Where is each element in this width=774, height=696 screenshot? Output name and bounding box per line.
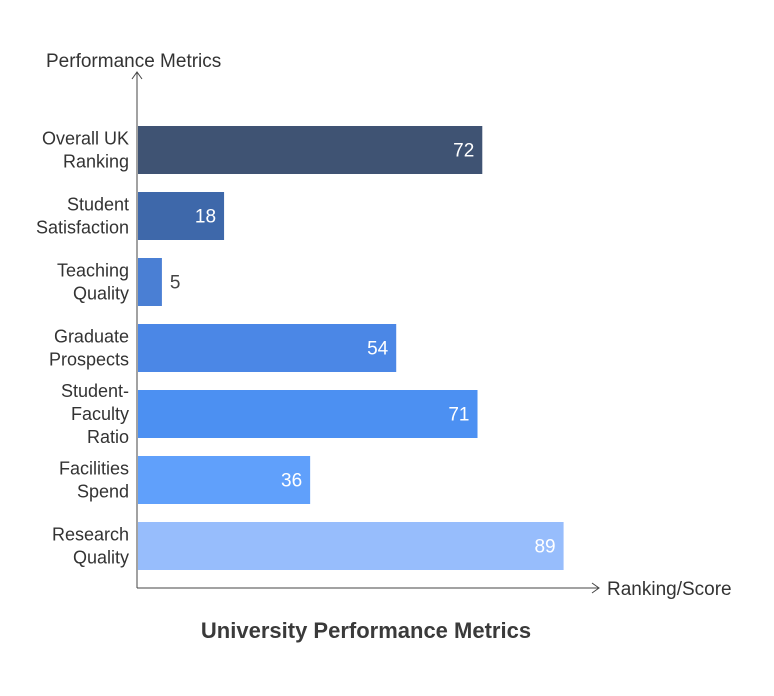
category-label: Facilities Spend — [59, 459, 129, 502]
category-label: Student- Faculty Ratio — [61, 381, 129, 447]
category-label-line: Teaching — [57, 261, 129, 281]
bar-value-label: 36 — [281, 471, 302, 492]
bar-value-label: 89 — [534, 537, 555, 558]
bars-layer: 72 18 5 54 71 36 89 — [138, 126, 564, 570]
bar-value-label: 54 — [367, 339, 389, 360]
category-label-line: Student — [67, 195, 129, 215]
bar-value-label: 72 — [453, 141, 474, 162]
category-label: Graduate Prospects — [49, 327, 129, 370]
category-label: Student Satisfaction — [36, 195, 129, 238]
category-label-line: Overall UK — [42, 129, 129, 149]
y-axis-title: Performance Metrics — [46, 51, 221, 72]
bar-6 — [138, 456, 311, 504]
category-label-line: Research — [52, 525, 129, 545]
category-label-line: Student- — [61, 381, 129, 401]
bar-4 — [138, 324, 397, 372]
bar-value-label: 5 — [170, 273, 181, 294]
axes-layer — [131, 71, 600, 594]
category-label-line: Graduate — [54, 327, 129, 347]
category-label-line: Faculty — [71, 404, 129, 424]
x-axis-arrow-icon — [591, 582, 600, 594]
category-label: Research Quality — [52, 525, 129, 568]
category-labels-layer: Overall UK Ranking Student Satisfaction Teac… — [36, 129, 129, 568]
bar-3 — [138, 258, 162, 306]
chart-title: University Performance Metrics — [201, 618, 531, 643]
x-axis-title: Ranking/Score — [607, 579, 732, 600]
bar-value-label: 71 — [448, 405, 469, 426]
category-label-line: Quality — [73, 284, 129, 304]
category-label: Teaching Quality — [57, 261, 129, 304]
bar-2 — [138, 192, 225, 240]
bar-value-label: 18 — [195, 207, 216, 228]
category-label-line: Quality — [73, 548, 129, 568]
category-label-line: Spend — [77, 482, 129, 502]
y-axis-arrow-icon — [131, 71, 143, 80]
category-label: Overall UK Ranking — [42, 129, 129, 172]
category-label-line: Prospects — [49, 350, 129, 370]
bar-5 — [138, 390, 478, 438]
category-label-line: Ranking — [63, 152, 129, 172]
bar-7 — [138, 522, 564, 570]
category-label-line: Facilities — [59, 459, 129, 479]
bar-1 — [138, 126, 483, 174]
category-label-line: Satisfaction — [36, 218, 129, 238]
category-label-line: Ratio — [87, 427, 129, 447]
